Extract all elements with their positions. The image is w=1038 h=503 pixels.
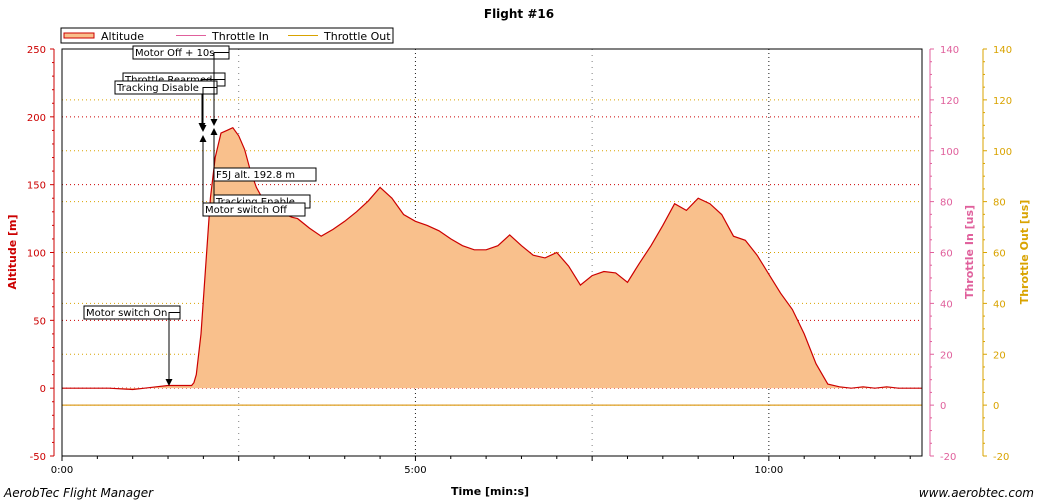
legend-label-throttle-out: Throttle Out	[323, 30, 391, 43]
footer-right: www.aerobtec.com	[919, 486, 1034, 500]
axis-left: -50 0 50 100 150 200 250	[27, 45, 55, 463]
footer-left: AerobTec Flight Manager	[3, 486, 154, 500]
annotation-label: Motor Off + 10s	[135, 48, 215, 59]
annotation: Motor switch On	[83, 305, 181, 386]
axis-bottom: 0:00 5:00 10:00	[51, 456, 911, 476]
y-tick-label: -50	[30, 452, 46, 463]
y2-tick-label: -20	[940, 452, 956, 463]
annotation-arrow	[210, 119, 218, 126]
plot-frame	[61, 48, 923, 457]
y3-tick-label: 80	[993, 198, 1006, 209]
chart-title: Flight #16	[484, 7, 554, 21]
y2-tick-label: 40	[940, 299, 953, 310]
annotation-arrow	[165, 379, 173, 386]
annotation-leader	[168, 312, 180, 380]
annotation-arrow	[199, 125, 207, 132]
y3-tick-label: -20	[993, 452, 1009, 463]
y-tick-label: 200	[27, 113, 46, 124]
y3-tick-label: 60	[993, 249, 1006, 260]
annotation-arrow	[210, 128, 218, 135]
y2-tick-label: 0	[940, 401, 946, 412]
y3-tick-label: 100	[993, 147, 1012, 158]
annotation-box	[202, 202, 306, 217]
y2-axis-label: Throttle In [us]	[963, 205, 976, 299]
y-tick-label: 0	[40, 384, 46, 395]
annotation-label: F5J alt. 192.8 m	[216, 170, 295, 181]
y3-tick-label: 140	[993, 45, 1012, 56]
annotation-label: Tracking Disable	[116, 83, 199, 94]
x-tick-label: 5:00	[404, 465, 426, 476]
axis-throttle-in: -20 0 20 40 60 80 100 120 140	[929, 45, 959, 463]
annotation: F5J alt. 192.8 m	[213, 167, 317, 182]
annotation-leader	[201, 79, 225, 124]
y3-tick-label: 40	[993, 299, 1006, 310]
annotation-arrow	[199, 135, 207, 142]
x-axis-label: Time [min:s]	[451, 485, 529, 498]
altitude-area	[62, 127, 922, 390]
annotation: Motor Off + 10s	[132, 45, 230, 126]
y-tick-label: 150	[27, 181, 46, 192]
legend-box	[60, 27, 394, 44]
altitude-line	[62, 126, 922, 391]
y2-tick-label: 120	[940, 96, 959, 107]
annotation: Tracking Disable	[114, 80, 218, 132]
x-tick-label: 0:00	[51, 465, 73, 476]
x-tick-label: 10:00	[754, 465, 783, 476]
legend-swatch-altitude	[63, 32, 95, 39]
annotation-leader	[213, 52, 229, 120]
axis-throttle-out: -20 0 20 40 60 80 100 120 140	[982, 45, 1012, 463]
y-tick-label: 100	[27, 249, 46, 260]
y2-tick-label: 60	[940, 249, 953, 260]
legend-label-throttle-in: Throttle In	[211, 30, 269, 43]
legend: Altitude Throttle In Throttle Out	[60, 27, 394, 44]
y3-axis-label: Throttle Out [us]	[1018, 200, 1031, 305]
annotation-leader	[202, 87, 217, 126]
y2-tick-label: 140	[940, 45, 959, 56]
legend-label-altitude: Altitude	[101, 30, 144, 43]
annotation-label: Motor switch Off	[205, 205, 288, 216]
y2-tick-label: 20	[940, 350, 953, 361]
y-tick-label: 250	[27, 45, 46, 56]
annotation-box	[213, 167, 317, 182]
y3-tick-label: 20	[993, 350, 1006, 361]
y-tick-label: 50	[33, 316, 46, 327]
y-axis-label: Altitude [m]	[6, 214, 19, 289]
y3-tick-label: 0	[993, 401, 999, 412]
y2-tick-label: 100	[940, 147, 959, 158]
annotation-label: Motor switch On	[86, 308, 167, 319]
y2-tick-label: 80	[940, 198, 953, 209]
annotation: Motor switch Off	[199, 135, 306, 217]
y3-tick-label: 120	[993, 96, 1012, 107]
